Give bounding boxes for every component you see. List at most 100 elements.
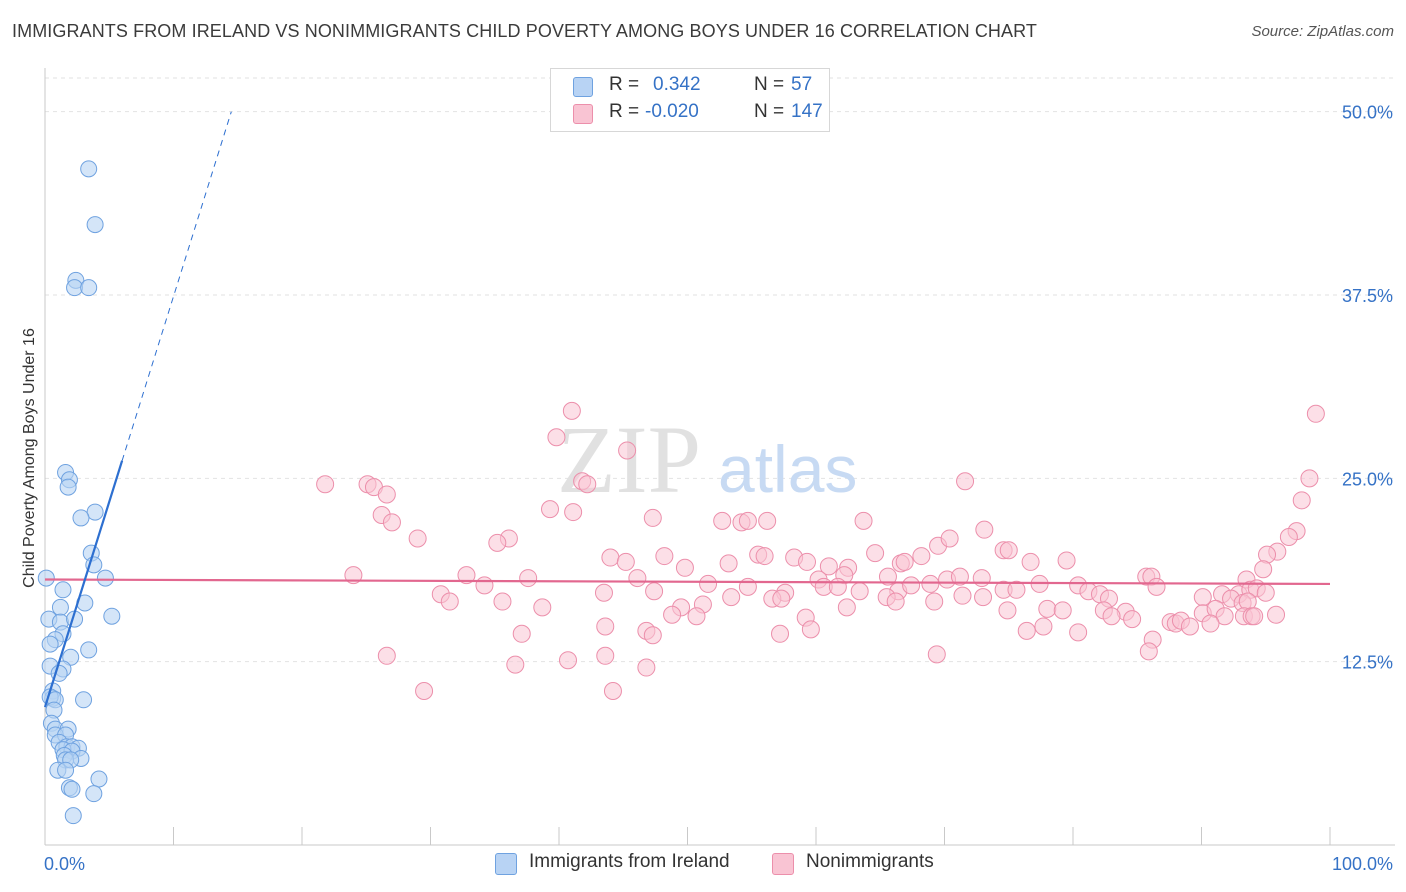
nonimmigrants-point <box>866 544 885 563</box>
nonimmigrants-point <box>974 588 993 607</box>
nonimmigrants-point <box>1215 607 1234 626</box>
nonimmigrants-point <box>1147 577 1166 596</box>
ireland-point <box>51 598 69 616</box>
nonimmigrants-point <box>925 592 944 611</box>
nonimmigrants-point <box>758 511 777 530</box>
ireland-legend-swatch <box>495 853 517 875</box>
nonimmigrants-point <box>819 557 838 576</box>
tick-labels: 12.5% 25.0% 37.5% 50.0% 0.0% 100.0% <box>44 103 1393 874</box>
nonimmigrants-point <box>637 658 656 677</box>
nonimmigrants-point <box>618 441 637 460</box>
nonimmigrants-point <box>1300 469 1319 488</box>
ireland-trend-line <box>43 460 124 708</box>
nonimmigrants-point <box>1193 588 1212 607</box>
chart-title: IMMIGRANTS FROM IRELAND VS NONIMMIGRANTS… <box>12 21 1038 41</box>
nonimmigrants-point <box>475 576 494 595</box>
nonimmigrants-point <box>1180 617 1199 636</box>
nonimmigrants-point <box>719 554 738 573</box>
nonimmigrants-point <box>547 428 566 447</box>
nonimmigrants-point <box>1038 599 1057 618</box>
nonimmigrants-point <box>1256 583 1275 602</box>
nonimmigrants-point <box>377 646 396 665</box>
legend-n-label: N = <box>754 101 785 122</box>
nonimmigrants-point <box>927 645 946 664</box>
nonimmigrants-point <box>457 566 476 585</box>
ireland-point <box>80 279 98 297</box>
watermark-atlas: atlas <box>718 432 857 506</box>
nonimmigrants-point <box>1102 607 1121 626</box>
ireland-trend-extension <box>121 111 232 461</box>
nonimmigrants-point <box>1017 621 1036 640</box>
ireland-point <box>54 581 72 599</box>
nonimmigrants-point <box>699 574 718 593</box>
nonimmigrants-point <box>408 529 427 548</box>
nonimmigrants-point <box>1306 404 1325 423</box>
nonimmigrants-point <box>596 646 615 665</box>
ireland-point <box>86 216 104 234</box>
nonimmigrants-point <box>921 574 940 593</box>
ireland-point <box>62 648 80 666</box>
nonimmigrants-point <box>675 558 694 577</box>
nonimmigrants-point <box>772 589 791 608</box>
ireland-point <box>86 503 104 521</box>
nonimmigrants-point <box>440 592 459 611</box>
x-tick-label-min: 0.0% <box>44 854 85 874</box>
nonimmigrants-point <box>1292 491 1311 510</box>
nonimmigrants-point <box>596 617 615 636</box>
ireland-point <box>80 641 98 659</box>
series-nonimmigrants <box>316 401 1325 700</box>
nonimmigrants-point <box>940 529 959 548</box>
nonimmigrants-point <box>798 552 817 571</box>
nonimmigrants-point <box>975 520 994 539</box>
nonimmigrants-point <box>878 567 897 586</box>
nonimmigrants-point <box>1201 614 1220 633</box>
nonimmigrants-point <box>902 576 921 595</box>
nonimmigrants-point <box>628 569 647 588</box>
nonimmigrants-point <box>850 582 869 601</box>
nonimmigrants-point <box>493 592 512 611</box>
y-tick-label: 50.0% <box>1342 103 1393 123</box>
ireland-point <box>80 160 98 178</box>
nonimmigrants-point <box>1069 623 1088 642</box>
nonimmigrants-point <box>1053 601 1072 620</box>
nonimmigrants-point <box>488 533 507 552</box>
nonimmigrants-point <box>415 682 434 700</box>
nonimmigrants-point <box>837 598 856 617</box>
y-tick-label: 25.0% <box>1342 469 1393 489</box>
nonimmigrants-point <box>1034 617 1053 636</box>
nonimmigrants-point <box>722 588 741 607</box>
nonimmigrants-point <box>687 607 706 626</box>
ireland-point <box>103 607 121 625</box>
nonimmigrants-point <box>533 598 552 617</box>
nonimmigrants-point <box>895 552 914 571</box>
nonimmigrants-point <box>562 401 581 420</box>
nonimmigrants-point <box>663 605 682 624</box>
nonimmigrants-point <box>886 592 905 611</box>
nonimmigrants-point <box>972 569 991 588</box>
trend-lines <box>43 111 1331 708</box>
nonimmigrants-point <box>377 485 396 504</box>
ireland-point <box>72 509 90 527</box>
legend-n-label: N = <box>754 74 785 95</box>
y-tick-label: 37.5% <box>1342 286 1393 306</box>
nonimmigrants-point <box>1139 642 1158 661</box>
ireland-point <box>64 807 82 825</box>
nonimmigrants-point <box>594 583 613 602</box>
legend-r-label: R = <box>609 101 640 122</box>
nonimmigrants-point <box>1279 528 1298 546</box>
source-label: Source: ZipAtlas.com <box>1251 23 1394 40</box>
ireland-swatch <box>573 77 593 97</box>
nonimmigrants-point <box>854 511 873 530</box>
series-immigrants-from-ireland <box>37 160 121 825</box>
nonimmigrants-point <box>601 548 620 567</box>
correlation-legend: R = 0.342 N = 57 R = -0.020 N = 147 <box>550 68 830 132</box>
nonimmigrants-point <box>998 601 1017 620</box>
nonimmigrants-point <box>645 582 664 601</box>
nonimmigrants-point <box>1021 552 1040 571</box>
watermark-zip: ZIP <box>557 406 701 513</box>
nonimmigrants-point <box>643 508 662 527</box>
nonimmigrants-point <box>616 552 635 571</box>
nonimmigrants-point <box>1007 580 1026 599</box>
nonimmigrants-point <box>801 620 820 639</box>
